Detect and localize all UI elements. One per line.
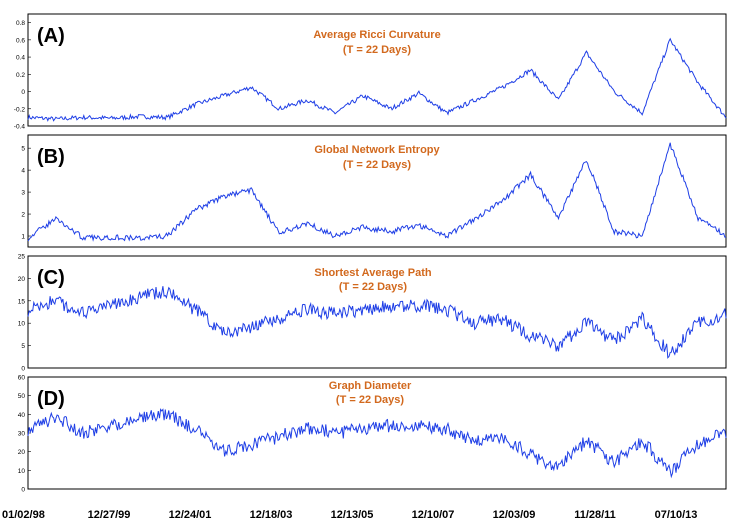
y-tick-label: 20 <box>18 449 26 456</box>
panel-b-frame <box>27 134 727 248</box>
y-tick-label: 0.6 <box>16 37 25 44</box>
panel-d-subtitle: (T = 22 Days) <box>336 394 405 406</box>
panel-d: 0 10 20 30 40 50 60 (D) Graph Diameter (T = 22… <box>18 375 727 494</box>
panel-a-label: (A) <box>37 25 65 47</box>
y-tick-label: 60 <box>18 375 26 382</box>
x-tick-label: 12/13/05 <box>331 509 374 521</box>
x-tick-label: 12/24/01 <box>169 509 212 521</box>
panel-b-yticks: 1 2 3 4 5 <box>21 146 31 241</box>
panel-b-title: Global Network Entropy <box>314 144 440 156</box>
panel-a: -0.4 -0.2 0 0.2 0.4 0.6 0.8 (A) Average Ricci … <box>14 13 727 131</box>
x-tick-label: 12/10/07 <box>412 509 455 521</box>
y-tick-label: 5 <box>21 343 25 350</box>
x-tick-label: 01/02/98 <box>2 509 45 521</box>
x-tick-label: 12/18/03 <box>250 509 293 521</box>
y-tick-label: 20 <box>18 276 26 283</box>
panel-b-series-line <box>27 142 727 242</box>
y-tick-label: 10 <box>18 321 26 328</box>
panel-b-subtitle: (T = 22 Days) <box>343 159 412 171</box>
panel-c-title: Shortest Average Path <box>314 267 431 279</box>
x-axis-ticks: 01/02/98 12/27/99 12/24/01 12/18/03 12/13/05… <box>2 509 697 521</box>
panel-d-label: (D) <box>37 388 65 410</box>
y-tick-label: 40 <box>18 412 26 419</box>
panel-c-label: (C) <box>37 267 65 289</box>
panel-b-label: (B) <box>37 146 65 168</box>
panel-a-series-line <box>27 37 727 122</box>
x-tick-label: 12/03/09 <box>493 509 536 521</box>
panel-a-frame <box>27 13 727 127</box>
y-tick-label: 4 <box>21 168 25 175</box>
panel-c-yticks: 0 5 10 15 20 25 <box>18 254 31 373</box>
y-tick-label: 30 <box>18 431 26 438</box>
x-tick-label: 12/27/99 <box>88 509 131 521</box>
y-tick-label: 15 <box>18 298 26 305</box>
panel-d-series-line <box>27 408 727 479</box>
panel-c: 0 5 10 15 20 25 (C) Shortest Average Path (T … <box>18 254 727 373</box>
panel-d-yticks: 0 10 20 30 40 50 60 <box>18 375 31 494</box>
x-tick-label: 11/28/11 <box>574 509 616 521</box>
panel-c-frame <box>27 255 727 369</box>
panel-a-title: Average Ricci Curvature <box>313 29 440 41</box>
panel-b: 1 2 3 4 5 (B) Global Network Entropy (T = 22… <box>21 134 727 248</box>
panel-d-frame <box>27 376 727 490</box>
y-tick-label: 2 <box>21 212 25 219</box>
y-tick-label: 1 <box>21 234 25 241</box>
y-tick-label: 0.8 <box>16 20 25 27</box>
y-tick-label: 0 <box>21 366 25 373</box>
y-tick-label: 25 <box>18 254 26 261</box>
y-tick-label: -0.2 <box>14 106 26 113</box>
y-tick-label: 0 <box>21 487 25 494</box>
y-tick-label: 3 <box>21 190 25 197</box>
y-tick-label: 0 <box>21 89 25 96</box>
panel-c-subtitle: (T = 22 Days) <box>339 281 408 293</box>
panel-c-series-line <box>27 286 727 359</box>
panel-d-title: Graph Diameter <box>329 380 412 392</box>
panel-a-subtitle: (T = 22 Days) <box>343 44 412 56</box>
y-tick-label: 0.4 <box>16 55 25 62</box>
panel-a-yticks: -0.4 -0.2 0 0.2 0.4 0.6 0.8 <box>14 20 31 131</box>
y-tick-label: -0.4 <box>14 124 26 131</box>
y-tick-label: 10 <box>18 468 26 475</box>
x-tick-label: 07/10/13 <box>655 509 698 521</box>
y-tick-label: 0.2 <box>16 72 25 79</box>
y-tick-label: 50 <box>18 393 26 400</box>
y-tick-label: 5 <box>21 146 25 153</box>
